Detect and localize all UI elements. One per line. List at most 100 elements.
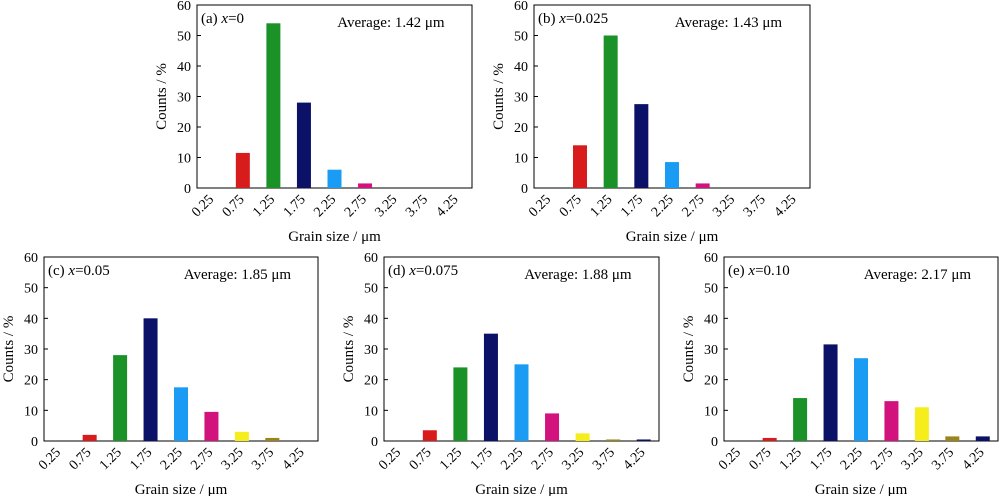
- panel-label: (d) x=0.075: [388, 263, 458, 279]
- bar-0.75: [82, 434, 97, 441]
- x-axis-label: Grain size / μm: [288, 229, 381, 245]
- y-tick-label: 30: [177, 91, 191, 106]
- y-tick-label: 30: [364, 343, 378, 358]
- x-tick-label: 2.75: [868, 445, 896, 473]
- average-annotation: Average: 1.88 μm: [524, 267, 632, 283]
- panel-label: (b) x=0.025: [538, 11, 608, 27]
- x-tick-label: 1.75: [468, 445, 496, 473]
- chart-panel: 0 10 20 30 40 50 60 0.25 0.75 1.25 1.75 2.25 2.75 3.2…: [1, 251, 319, 496]
- panel-label: (a) x=0: [201, 11, 244, 27]
- y-tick-label: 20: [177, 121, 191, 136]
- x-tick-label: 3.75: [590, 445, 618, 473]
- chart-panel: 0 10 20 30 40 50 60 0.25 0.75 1.25 1.75 2.25 2.75 3.2…: [341, 251, 660, 496]
- y-tick-label: 20: [364, 374, 378, 389]
- bar-1.25: [793, 398, 808, 441]
- panel-variable: x: [67, 263, 75, 279]
- x-tick-label: 3.75: [403, 192, 431, 220]
- x-tick-label: 2.75: [680, 192, 708, 220]
- x-tick-label: 2.25: [649, 192, 677, 220]
- x-tick-label: 3.25: [899, 445, 927, 473]
- y-tick-label: 50: [364, 282, 378, 297]
- x-axis-label: Grain size / μm: [475, 482, 568, 496]
- y-tick-label: 60: [704, 251, 718, 266]
- x-axis-label: Grain size / μm: [135, 482, 228, 496]
- y-tick-label: 20: [24, 374, 38, 389]
- bar-0.75: [762, 437, 777, 441]
- panel-variable-value: =0: [228, 11, 244, 27]
- x-tick-label: 4.25: [960, 445, 988, 473]
- bar-0.75: [422, 430, 437, 441]
- bar-3.25: [234, 431, 249, 441]
- x-tick-label: 1.25: [97, 445, 125, 473]
- bar-1.25: [266, 23, 281, 188]
- y-tick-label: 0: [371, 435, 378, 450]
- y-tick-label: 20: [514, 121, 528, 136]
- bar-3.25: [914, 407, 929, 441]
- panel-variable-value: =0.10: [755, 263, 790, 279]
- x-tick-label: 1.75: [127, 445, 155, 473]
- x-tick-label: 3.25: [373, 192, 401, 220]
- panel-variable: x: [558, 11, 566, 27]
- bar-1.75: [823, 344, 838, 441]
- x-tick-label: 0.75: [747, 445, 775, 473]
- panel-label: (e) x=0.10: [728, 263, 790, 279]
- y-tick-label: 40: [514, 60, 528, 75]
- panel-letter: (a): [201, 11, 221, 27]
- x-tick-label: 1.25: [588, 192, 616, 220]
- x-tick-label: 1.75: [618, 192, 646, 220]
- y-axis-label: Counts / %: [341, 316, 357, 383]
- x-tick-label: 4.25: [621, 445, 649, 473]
- bar-2.75: [204, 411, 219, 441]
- bar-2.75: [884, 401, 899, 441]
- bar-2.75: [358, 183, 373, 188]
- chart-panel: 0 10 20 30 40 50 60 0.25 0.75 1.25 1.75 2.25 2.75 3.2…: [681, 251, 999, 496]
- panel-variable: x: [747, 263, 755, 279]
- bar-0.75: [573, 145, 587, 188]
- bar-2.25: [514, 364, 529, 441]
- bar-1.25: [603, 35, 618, 188]
- y-tick-label: 40: [177, 60, 191, 75]
- bar-2.25: [174, 387, 188, 441]
- panel-letter: (d): [388, 263, 409, 279]
- y-tick-label: 10: [704, 404, 718, 419]
- y-tick-label: 50: [177, 30, 191, 45]
- x-axis-label: Grain size / μm: [626, 229, 719, 245]
- bar-1.75: [634, 104, 649, 188]
- bar-4.25: [975, 436, 990, 441]
- panel-letter: (b): [538, 11, 559, 27]
- y-tick-label: 60: [24, 251, 38, 266]
- x-tick-label: 3.75: [249, 445, 277, 473]
- x-tick-label: 0.75: [557, 192, 585, 220]
- bar-4.25: [636, 439, 651, 441]
- y-axis-label: Counts / %: [154, 63, 170, 130]
- bar-2.75: [545, 413, 560, 441]
- x-tick-label: 2.75: [188, 445, 216, 473]
- chart-panel: 0 10 20 30 40 50 60 0.25 0.75 1.25 1.75 2.25 2.75 3.2…: [491, 0, 811, 245]
- bar-0.75: [235, 152, 250, 188]
- x-tick-label: 1.75: [281, 192, 309, 220]
- y-tick-label: 10: [364, 404, 378, 419]
- bar-1.25: [453, 367, 468, 441]
- x-tick-label: 4.25: [772, 192, 800, 220]
- bar-3.75: [606, 439, 621, 441]
- x-tick-label: 1.25: [250, 192, 278, 220]
- bar-3.75: [265, 437, 280, 441]
- y-tick-label: 0: [521, 182, 528, 197]
- x-tick-label: 1.25: [437, 445, 465, 473]
- x-tick-label: 4.25: [280, 445, 308, 473]
- y-tick-label: 30: [24, 343, 38, 358]
- x-tick-label: 0.75: [407, 445, 435, 473]
- x-tick-label: 3.25: [560, 445, 588, 473]
- x-axis-label: Grain size / μm: [815, 482, 908, 496]
- x-tick-label: 0.25: [376, 445, 404, 473]
- y-tick-label: 10: [177, 152, 191, 167]
- x-tick-label: 0.25: [716, 445, 744, 473]
- panel-label: (c) x=0.05: [48, 263, 110, 279]
- x-tick-label: 2.25: [498, 445, 526, 473]
- y-tick-label: 0: [31, 435, 38, 450]
- y-tick-label: 50: [514, 30, 528, 45]
- y-axis-label: Counts / %: [1, 316, 17, 383]
- x-tick-label: 3.75: [741, 192, 769, 220]
- y-tick-label: 50: [704, 282, 718, 297]
